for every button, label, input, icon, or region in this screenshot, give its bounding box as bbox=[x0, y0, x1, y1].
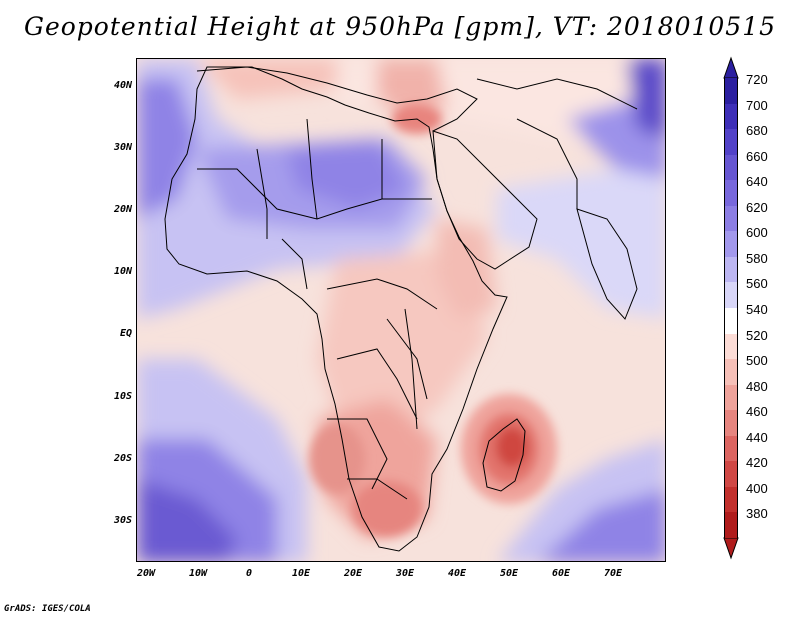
lon-label-50e: 50E bbox=[499, 568, 519, 579]
colorbar-label: 560 bbox=[746, 276, 768, 292]
colorbar-segment bbox=[724, 308, 738, 335]
colorbar-label: 460 bbox=[746, 404, 768, 420]
colorbar-segment bbox=[724, 282, 738, 309]
colorbar-label: 480 bbox=[746, 378, 768, 394]
colorbar-segment bbox=[724, 461, 738, 488]
colorbar-label: 680 bbox=[746, 123, 768, 139]
colorbar-segment bbox=[724, 129, 738, 156]
lon-label-40e: 40E bbox=[447, 568, 467, 579]
lat-label-10n: 10N bbox=[113, 266, 132, 277]
colorbar-segment bbox=[724, 180, 738, 207]
lon-label-10e: 10E bbox=[291, 568, 311, 579]
colorbar-segment bbox=[724, 154, 738, 181]
colorbar-segment bbox=[724, 78, 738, 105]
colorbar-label: 520 bbox=[746, 327, 768, 343]
grads-credit: GrADS: IGES/COLA bbox=[4, 604, 91, 614]
lat-label-10s: 10S bbox=[113, 391, 132, 402]
lon-label-70e: 70E bbox=[603, 568, 623, 579]
colorbar-segment bbox=[724, 205, 738, 232]
colorbar-segment bbox=[724, 256, 738, 283]
colorbar-segment bbox=[724, 435, 738, 462]
colorbar-label: 600 bbox=[746, 225, 768, 241]
lat-label-30n: 30N bbox=[113, 142, 132, 153]
lon-label-20e: 20E bbox=[343, 568, 363, 579]
colorbar-segment bbox=[724, 512, 738, 539]
lat-label-20s: 20S bbox=[113, 453, 132, 464]
lon-label-60e: 60E bbox=[551, 568, 571, 579]
colorbar-label: 380 bbox=[746, 506, 768, 522]
colorbar-segment bbox=[724, 486, 738, 513]
colorbar-segment bbox=[724, 333, 738, 360]
colorbar-segment bbox=[724, 410, 738, 437]
colorbar-label: 720 bbox=[746, 72, 768, 87]
colorbar-label: 500 bbox=[746, 353, 768, 369]
colorbar-label: 660 bbox=[746, 148, 768, 164]
chart-title: Geopotential Height at 950hPa [gpm], VT:… bbox=[23, 12, 777, 41]
colorbar-top-arrow bbox=[723, 56, 739, 79]
lat-label-30s: 30S bbox=[113, 515, 132, 526]
colorbar-label: 440 bbox=[746, 429, 768, 445]
lon-label-30e: 30E bbox=[395, 568, 415, 579]
colorbar-label: 640 bbox=[746, 174, 768, 190]
geopotential-field bbox=[137, 59, 665, 561]
lat-label-eq: EQ bbox=[119, 328, 132, 339]
lon-label-0: 0 bbox=[245, 568, 253, 579]
colorbar-label: 580 bbox=[746, 250, 768, 266]
colorbar-label: 400 bbox=[746, 480, 768, 496]
colorbar-label: 620 bbox=[746, 199, 768, 215]
lat-label-20n: 20N bbox=[113, 204, 132, 215]
colorbar-label: 420 bbox=[746, 455, 768, 471]
lon-label-20w: 20W bbox=[136, 568, 156, 579]
colorbar-bottom-arrow bbox=[723, 537, 739, 560]
colorbar-segment bbox=[724, 384, 738, 411]
lon-label-10w: 10W bbox=[188, 568, 208, 579]
colorbar-label: 700 bbox=[746, 97, 768, 113]
colorbar-segment bbox=[724, 231, 738, 258]
colorbar-label: 540 bbox=[746, 302, 768, 317]
colorbar-segment bbox=[724, 103, 738, 130]
lat-label-40n: 40N bbox=[113, 80, 132, 91]
map-panel bbox=[136, 58, 666, 562]
colorbar-segment bbox=[724, 359, 738, 386]
